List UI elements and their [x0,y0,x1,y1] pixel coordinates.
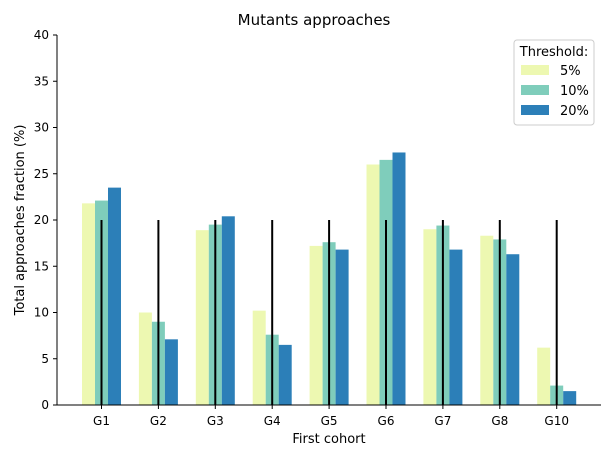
y-tick-label: 40 [34,28,49,42]
bar-g2-20pct [164,339,178,405]
bar-g4-20pct [278,344,292,405]
x-tick-label-g1: G1 [93,414,110,428]
bar-g1-5pct [82,203,95,405]
bar-g10-5pct [537,347,551,405]
bar-g7-5pct [423,229,437,405]
bar-g6-5pct [366,164,380,405]
bar-g8-20pct [506,254,520,405]
y-tick-label: 10 [34,306,49,320]
x-tick-label-g8: G8 [491,414,508,428]
bar-g5-20pct [335,249,349,405]
y-axis-label: Total approaches fraction (%) [13,125,28,317]
y-tick-label: 30 [34,121,49,135]
bar-g4-5pct [252,310,266,405]
bar-g1-20pct [108,187,121,405]
bar-g3-5pct [195,230,209,405]
legend-swatch-10pct [521,85,549,95]
bar-g5-5pct [309,245,323,405]
bar-g6-20pct [392,152,406,405]
bars-group [82,152,577,405]
reference-lines-group [100,220,558,405]
x-tick-label-g5: G5 [321,414,338,428]
legend-label-20pct: 20% [560,104,589,119]
y-tick-label: 15 [34,259,49,273]
legend-label-5pct: 5% [560,64,581,79]
bar-g3-20pct [221,216,235,405]
x-tick-label-g6: G6 [378,414,395,428]
y-tick-label: 20 [34,213,49,227]
y-tick-label: 25 [34,167,49,181]
bar-g10-20pct [563,391,577,405]
x-tick-label-g10: G10 [544,414,569,428]
legend-label-10pct: 10% [560,84,589,99]
x-tick-label-g4: G4 [264,414,281,428]
chart-title: Mutants approaches [238,11,391,29]
y-tick-label: 35 [34,74,49,88]
bar-g8-5pct [480,235,494,405]
y-ticks-group: 0 5 10 15 20 25 30 35 40 [34,28,57,412]
x-tick-label-g3: G3 [207,414,224,428]
legend-frame [513,39,595,126]
x-tick-label-g7: G7 [434,414,451,428]
y-tick-label: 5 [41,352,49,366]
x-ticks-group: G1 G2 G3 G4 G5 G6 G7 G8 G10 [93,405,569,428]
x-axis-label: First cohort [292,432,365,447]
x-tick-label-g2: G2 [150,414,167,428]
bar-g7-20pct [449,249,463,405]
legend-swatch-5pct [521,65,549,75]
legend-swatch-20pct [521,105,549,115]
bar-g2-5pct [138,312,152,405]
legend: Threshold: 5% 10% 20% [513,39,595,126]
legend-title: Threshold: [519,45,588,60]
y-tick-label: 0 [41,398,49,412]
